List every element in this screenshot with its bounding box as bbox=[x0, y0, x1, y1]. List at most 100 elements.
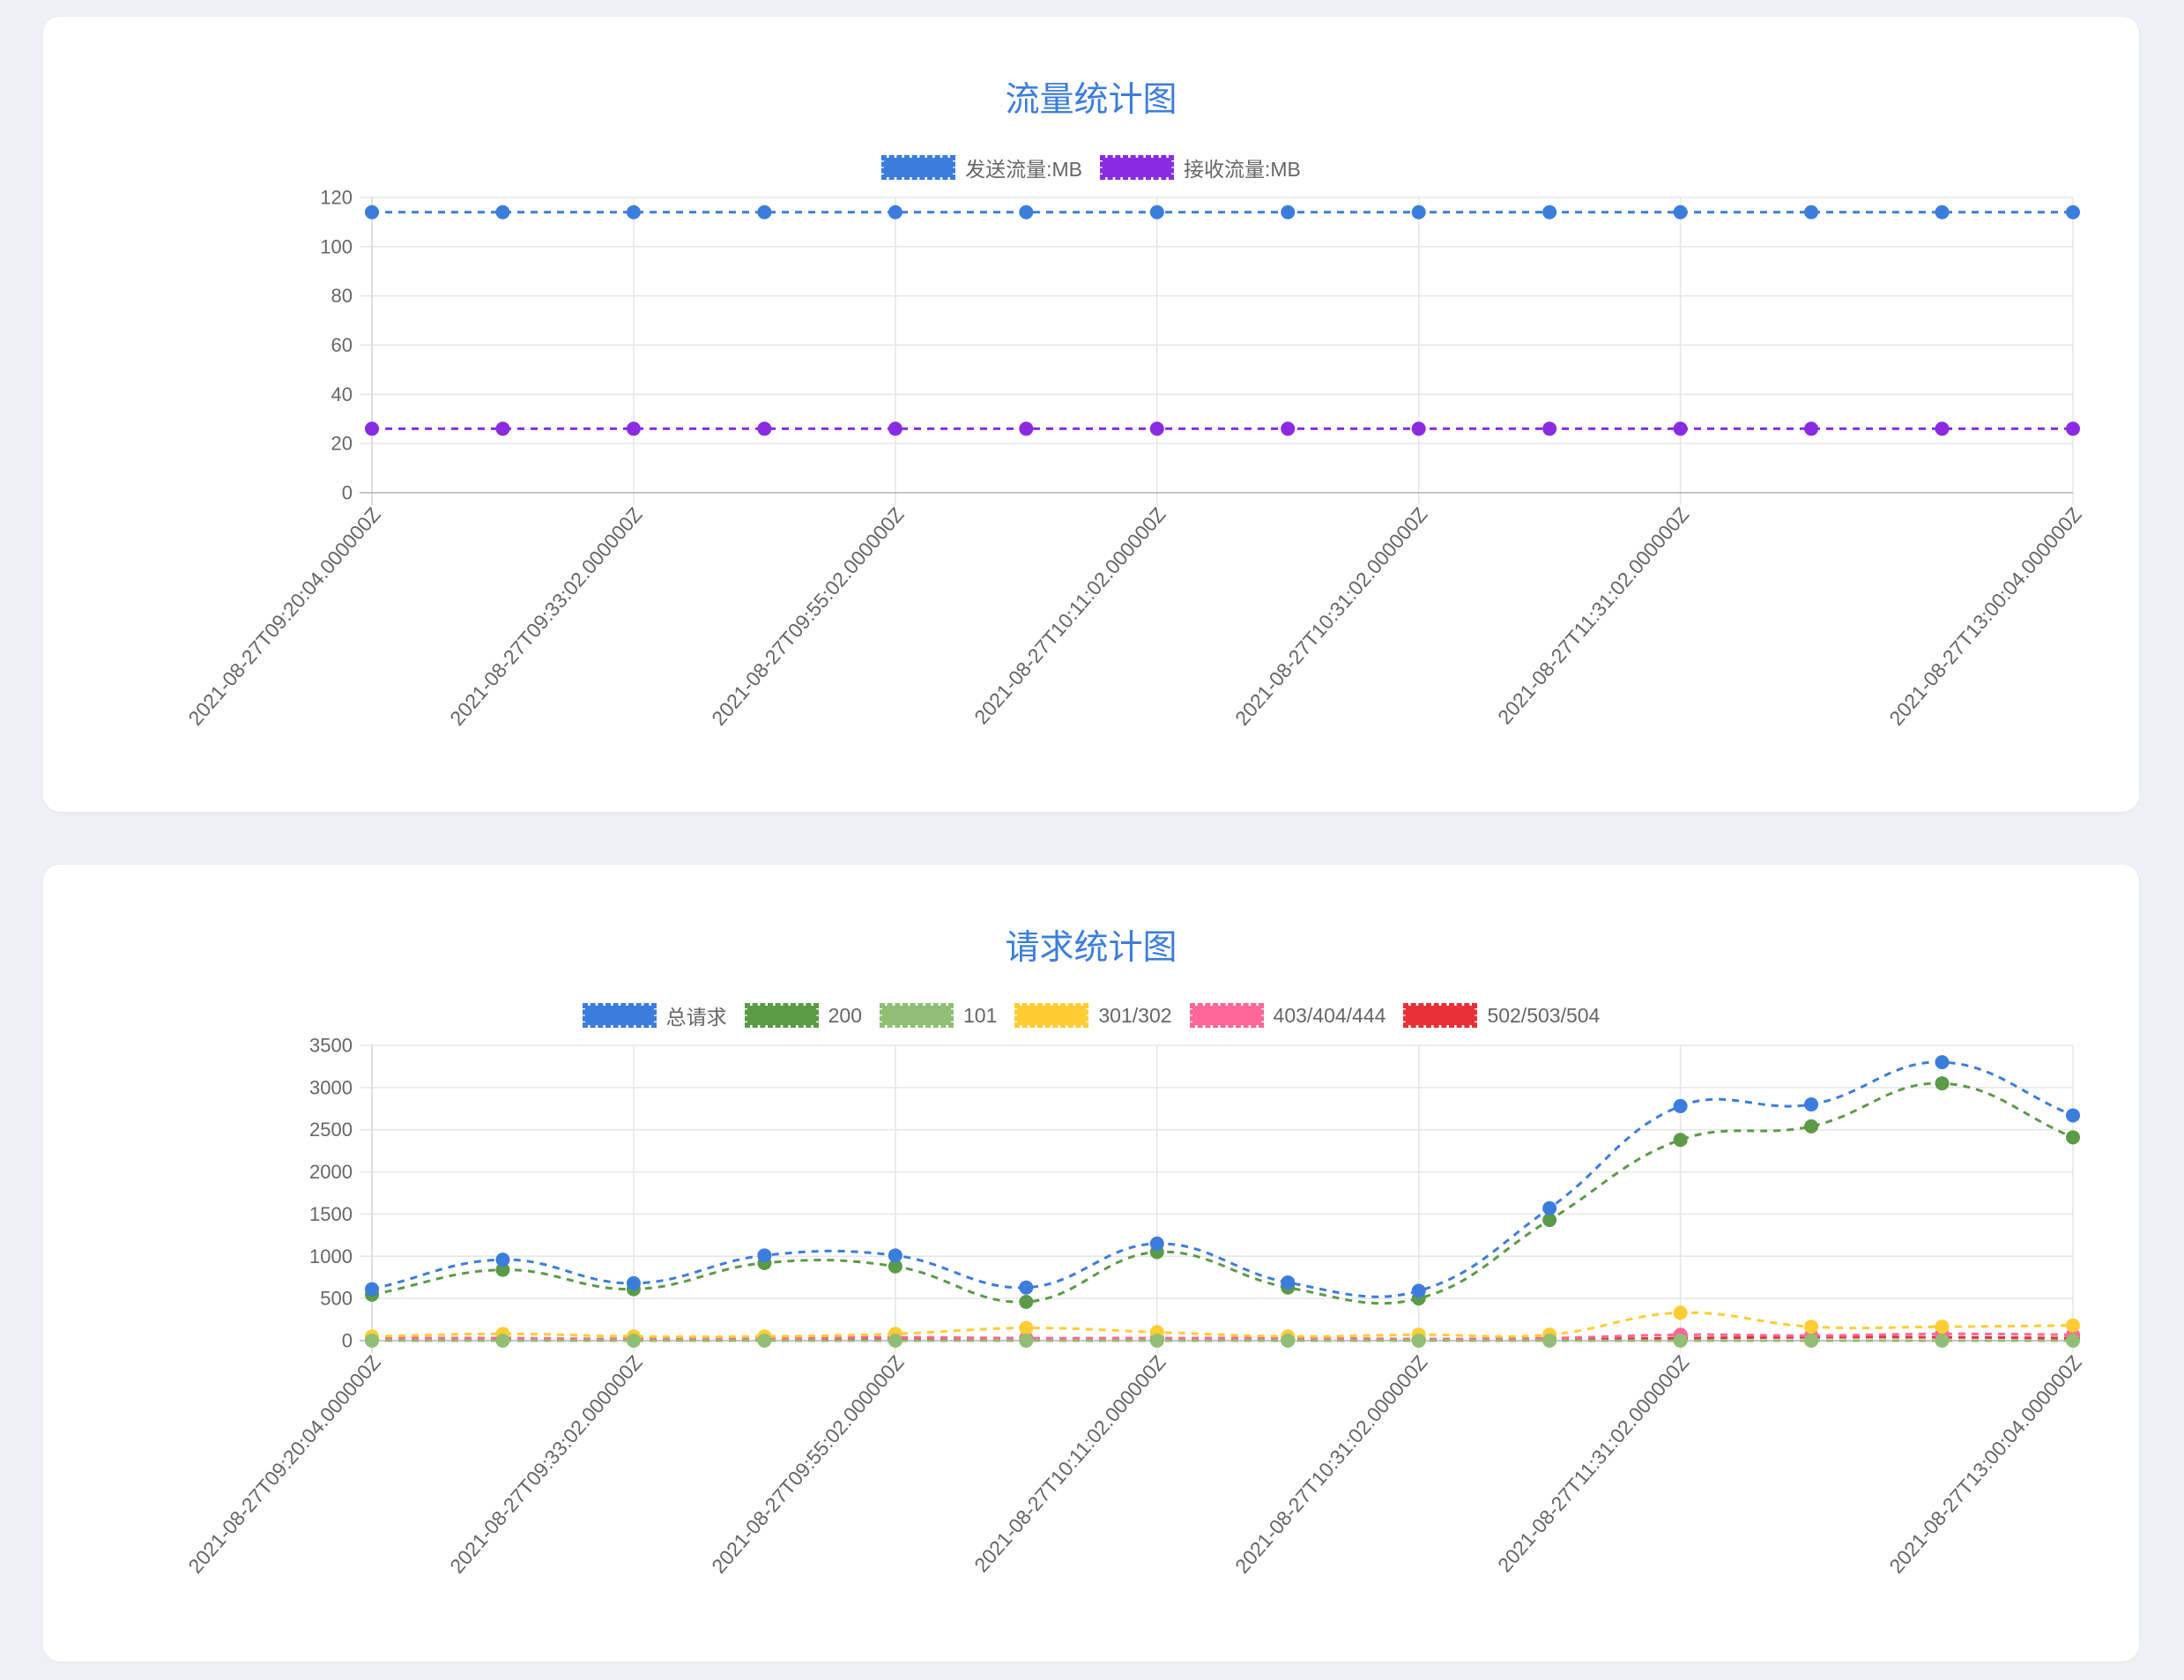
data-point[interactable] bbox=[1673, 1098, 1688, 1113]
legend-label: 总请求 bbox=[665, 1006, 727, 1029]
data-point[interactable] bbox=[1542, 1201, 1557, 1215]
data-point[interactable] bbox=[1804, 1097, 1819, 1111]
data-point[interactable] bbox=[626, 1334, 641, 1348]
data-point[interactable] bbox=[757, 1248, 772, 1263]
data-point[interactable] bbox=[1804, 1334, 1819, 1348]
data-point[interactable] bbox=[2066, 1334, 2080, 1348]
data-point[interactable] bbox=[2066, 1130, 2080, 1145]
data-point[interactable] bbox=[495, 421, 510, 436]
y-tick-label: 40 bbox=[331, 383, 353, 405]
data-point[interactable] bbox=[1149, 1236, 1164, 1251]
legend-item[interactable]: 502/503/504 bbox=[1403, 1003, 1600, 1028]
data-point[interactable] bbox=[1411, 421, 1426, 436]
x-tick-label: 2021-08-27T09:55:02.000000Z bbox=[707, 502, 909, 729]
x-tick-label: 2021-08-27T11:31:02.000000Z bbox=[1493, 1350, 1693, 1576]
series-line bbox=[371, 1332, 2074, 1341]
data-point[interactable] bbox=[1149, 421, 1164, 436]
x-tick-label: 2021-08-27T11:31:02.000000Z bbox=[1493, 502, 1693, 728]
data-point[interactable] bbox=[1673, 1334, 1688, 1348]
data-point[interactable] bbox=[1411, 1334, 1426, 1348]
data-point[interactable] bbox=[2066, 1318, 2080, 1333]
data-point[interactable] bbox=[1019, 204, 1034, 219]
data-point[interactable] bbox=[1542, 204, 1557, 219]
data-point[interactable] bbox=[888, 421, 903, 436]
data-point[interactable] bbox=[1935, 1334, 1950, 1348]
data-point[interactable] bbox=[1019, 1294, 1034, 1309]
data-point[interactable] bbox=[1411, 204, 1426, 219]
data-point[interactable] bbox=[1019, 1334, 1034, 1348]
legend-item[interactable]: 403/404/444 bbox=[1189, 1003, 1386, 1028]
data-point[interactable] bbox=[1281, 204, 1296, 219]
data-point[interactable] bbox=[626, 421, 641, 436]
data-point[interactable] bbox=[626, 1275, 641, 1290]
data-point[interactable] bbox=[1149, 1334, 1164, 1348]
legend-item[interactable]: 发送流量:MB bbox=[881, 152, 1082, 182]
data-point[interactable] bbox=[757, 421, 772, 436]
data-point[interactable] bbox=[1935, 421, 1950, 436]
request-chart-card: 请求统计图 总请求 200 101 301/302 403/404/444 502/503… bbox=[43, 865, 2139, 1661]
data-point[interactable] bbox=[1673, 204, 1688, 219]
data-point[interactable] bbox=[2066, 204, 2080, 219]
data-point[interactable] bbox=[1935, 204, 1950, 219]
data-point[interactable] bbox=[365, 1282, 379, 1297]
data-point[interactable] bbox=[888, 1259, 903, 1274]
line-chart: 0 500 1000 1500 2000 2500 3000 3500 2021-08-27T0… bbox=[183, 1035, 2086, 1578]
data-point[interactable] bbox=[1804, 1119, 1819, 1134]
data-point[interactable] bbox=[888, 1334, 903, 1348]
data-point[interactable] bbox=[495, 1262, 510, 1277]
data-point[interactable] bbox=[1019, 421, 1034, 436]
data-point[interactable] bbox=[1542, 1334, 1557, 1348]
data-point[interactable] bbox=[1673, 1305, 1688, 1320]
series-line bbox=[371, 1082, 2074, 1305]
data-point[interactable] bbox=[1804, 204, 1819, 219]
data-point[interactable] bbox=[365, 204, 379, 219]
data-point[interactable] bbox=[1935, 1055, 1950, 1070]
line-chart: 0 20 40 60 80 100 120 2021-08-27T09:20:04.00000… bbox=[183, 187, 2086, 730]
y-tick-label: 1000 bbox=[309, 1245, 353, 1267]
data-point[interactable] bbox=[1281, 1275, 1296, 1290]
data-point[interactable] bbox=[365, 1334, 379, 1348]
data-point[interactable] bbox=[495, 1334, 510, 1348]
y-tick-label: 60 bbox=[331, 334, 353, 356]
data-point[interactable] bbox=[365, 421, 379, 436]
legend-label: 403/404/444 bbox=[1273, 1003, 1386, 1027]
data-point[interactable] bbox=[1281, 1334, 1296, 1348]
data-point[interactable] bbox=[757, 204, 772, 219]
data-point[interactable] bbox=[2066, 421, 2080, 436]
x-tick-label: 2021-08-27T10:11:02.000000Z bbox=[969, 1350, 1170, 1576]
legend-item[interactable]: 接收流量:MB bbox=[1100, 152, 1301, 182]
legend-item[interactable]: 200 bbox=[744, 1003, 862, 1028]
data-point[interactable] bbox=[1542, 421, 1557, 436]
data-point[interactable] bbox=[1804, 1319, 1819, 1334]
data-point[interactable] bbox=[1019, 1280, 1034, 1295]
data-point[interactable] bbox=[1673, 1133, 1688, 1148]
y-tick-label: 0 bbox=[342, 1330, 353, 1352]
data-point[interactable] bbox=[1804, 421, 1819, 436]
data-point[interactable] bbox=[1019, 1320, 1034, 1335]
data-point[interactable] bbox=[1542, 1213, 1557, 1228]
y-tick-label: 80 bbox=[331, 285, 353, 307]
legend-item[interactable]: 总请求 bbox=[582, 1000, 727, 1030]
data-point[interactable] bbox=[1935, 1319, 1950, 1334]
legend-item[interactable]: 101 bbox=[880, 1003, 997, 1028]
data-point[interactable] bbox=[757, 1334, 772, 1348]
legend-swatch bbox=[880, 1003, 955, 1028]
data-point[interactable] bbox=[626, 204, 641, 219]
data-point[interactable] bbox=[495, 204, 510, 219]
data-point[interactable] bbox=[495, 1253, 510, 1267]
data-point[interactable] bbox=[888, 1248, 903, 1263]
legend-label: 301/302 bbox=[1098, 1003, 1172, 1027]
legend-item[interactable]: 301/302 bbox=[1014, 1003, 1172, 1028]
data-point[interactable] bbox=[1673, 421, 1688, 436]
series-group bbox=[365, 1076, 2080, 1309]
y-tick-label: 1500 bbox=[309, 1203, 353, 1225]
data-point[interactable] bbox=[1149, 204, 1164, 219]
y-tick-label: 0 bbox=[342, 482, 353, 504]
data-point[interactable] bbox=[1935, 1076, 1950, 1091]
data-point[interactable] bbox=[1411, 1283, 1426, 1298]
legend-swatch bbox=[1189, 1003, 1264, 1028]
series-group bbox=[365, 1327, 2080, 1347]
data-point[interactable] bbox=[2066, 1108, 2080, 1123]
data-point[interactable] bbox=[888, 204, 903, 219]
data-point[interactable] bbox=[1281, 421, 1296, 436]
